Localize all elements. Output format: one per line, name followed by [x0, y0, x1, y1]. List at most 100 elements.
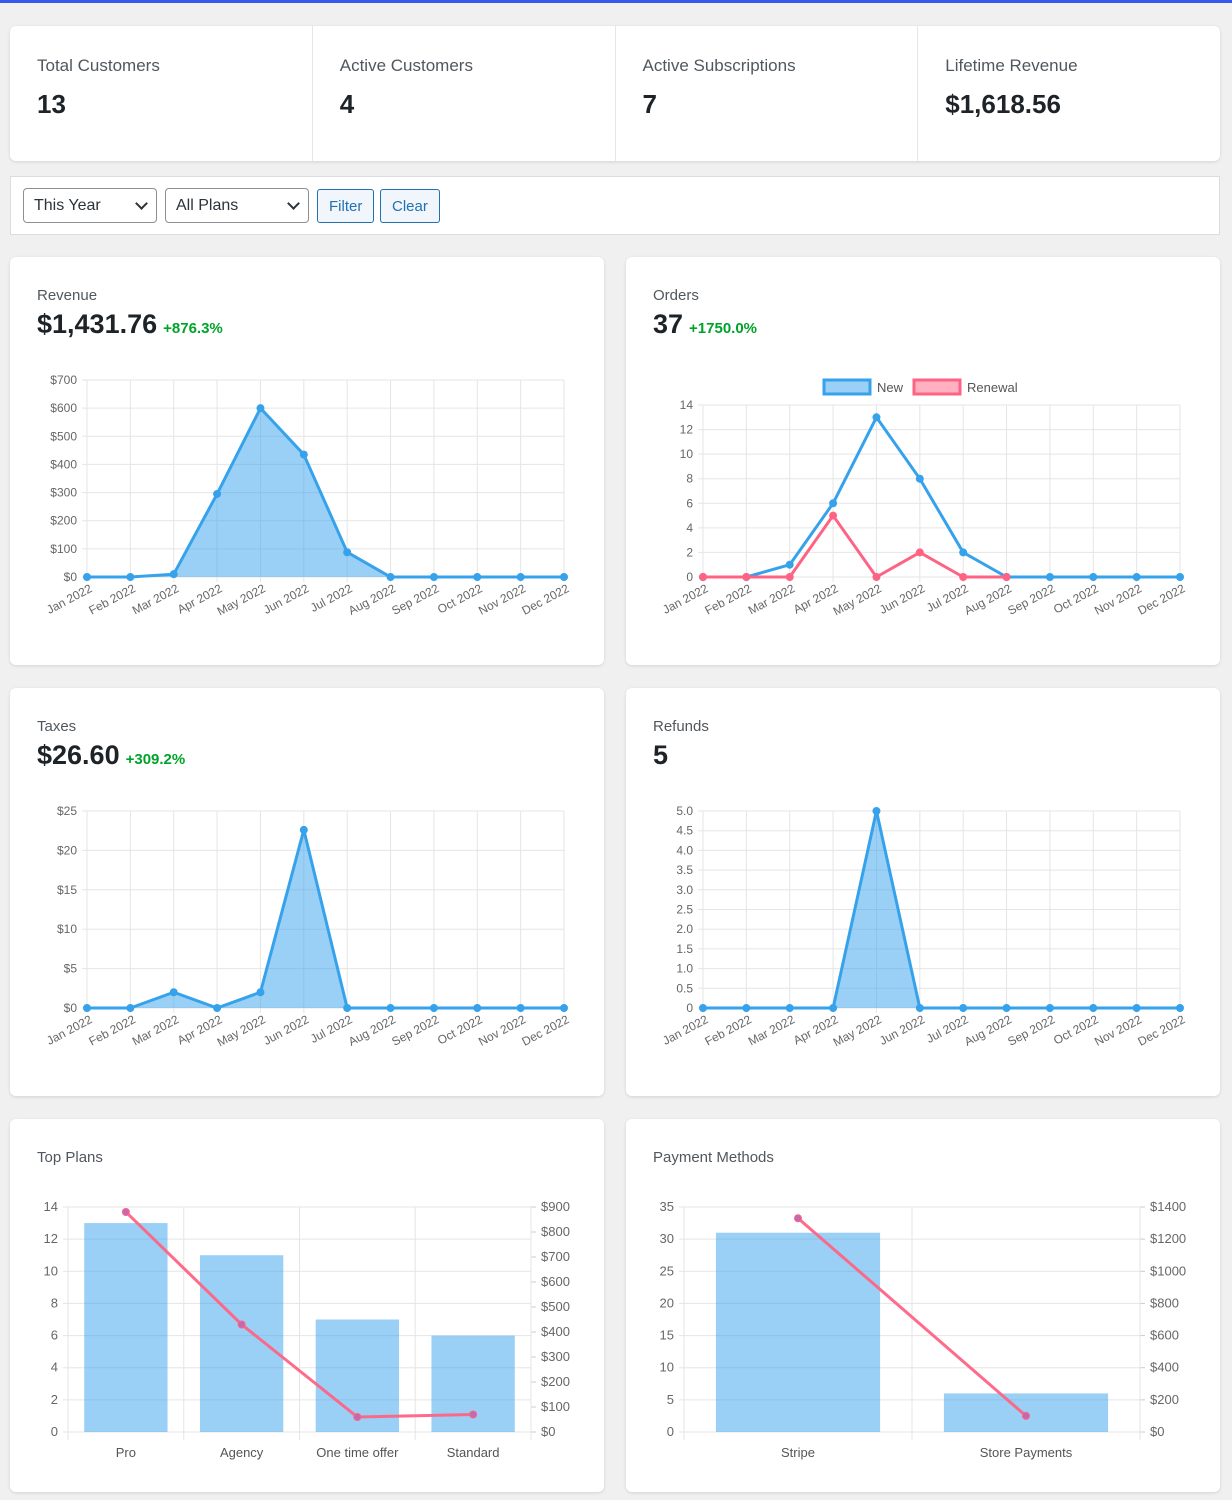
y-tick-label: 35: [660, 1199, 674, 1214]
x-tick-label: Aug 2022: [962, 581, 1014, 618]
payment-methods-card: Payment Methods 0 5 10 15 20 25 30 35 $0 $200 $400…: [626, 1119, 1220, 1492]
x-tick-label: Oct 2022: [435, 1012, 485, 1047]
data-point: [915, 548, 924, 557]
stat-value: $1,618.56: [945, 89, 1061, 119]
x-tick-label: Store Payments: [980, 1445, 1073, 1460]
payment-methods-chart: 0 5 10 15 20 25 30 35 $0 $200 $400 $600 $800 $1000 $12…: [660, 1199, 1187, 1460]
y-tick-label: 4.5: [676, 824, 693, 838]
x-tick-label: Jan 2022: [44, 1012, 94, 1048]
y-tick-label: $500: [50, 429, 77, 443]
x-tick-label: Jan 2022: [660, 581, 710, 617]
y-tick-label: $200: [50, 514, 77, 528]
y-tick-label: $700: [50, 373, 77, 387]
y-tick-label: 30: [660, 1231, 674, 1246]
x-tick-label: Agency: [220, 1445, 264, 1460]
y-tick-label: $5: [64, 962, 78, 976]
y2-tick-label: $600: [541, 1274, 570, 1289]
data-point: [516, 573, 525, 581]
data-point: [785, 573, 794, 581]
y-tick-label: 6: [686, 496, 693, 510]
card-title: Taxes: [37, 718, 77, 735]
y-tick-label: 0: [686, 570, 693, 584]
data-point: [1022, 1411, 1030, 1420]
data-point: [829, 499, 838, 508]
x-tick-label: Dec 2022: [1135, 1012, 1187, 1049]
data-point: [1045, 573, 1054, 581]
x-tick-label: Stripe: [781, 1445, 815, 1460]
y2-tick-label: $400: [541, 1324, 570, 1339]
series-line: [703, 809, 1180, 1010]
data-point: [742, 1004, 751, 1012]
x-tick-label: May 2022: [831, 581, 884, 618]
top-plans-chart: 0 2 4 6 8 10 12 14 $0 $100 $200 $300 $400 $500 $600 $70…: [44, 1199, 570, 1460]
card-title: Orders: [653, 287, 699, 304]
data-point: [429, 573, 438, 581]
x-tick-label: Mar 2022: [746, 581, 798, 617]
x-tick-label: Jan 2022: [44, 581, 94, 617]
stats-summary-card: Total Customers 13 Active Customers 4 Ac…: [10, 26, 1220, 161]
y2-tick-label: $800: [1150, 1295, 1179, 1310]
data-point: [785, 1004, 794, 1012]
stat-label: Active Customers: [339, 56, 473, 75]
x-tick-label: Mar 2022: [130, 1012, 182, 1048]
data-point: [299, 825, 308, 834]
data-point: [915, 474, 924, 483]
y-tick-label: 2: [686, 545, 693, 559]
stat-label: Lifetime Revenue: [945, 56, 1078, 75]
x-tick-label: Jun 2022: [877, 581, 927, 617]
data-point: [699, 573, 707, 581]
data-point: [473, 1004, 482, 1012]
period-select-value: This Year: [34, 197, 101, 214]
y-tick-label: 14: [680, 398, 694, 412]
y2-tick-label: $800: [541, 1224, 570, 1239]
x-tick-label: Feb 2022: [702, 1012, 754, 1048]
data-point: [699, 1004, 707, 1012]
data-point: [959, 1004, 968, 1012]
data-point: [386, 1004, 395, 1012]
x-tick-label: Jun 2022: [877, 1012, 927, 1048]
data-point: [1089, 1004, 1098, 1012]
x-tick-label: May 2022: [215, 1012, 268, 1049]
stat-label: Active Subscriptions: [642, 56, 796, 75]
y-tick-label: 4: [51, 1360, 58, 1375]
x-tick-label: May 2022: [831, 1012, 884, 1049]
filter-button[interactable]: Filter: [317, 189, 375, 223]
data-point: [126, 1004, 135, 1012]
data-point: [959, 573, 968, 581]
card-value: $1,431.76 +876.3%: [37, 309, 223, 340]
data-point: [1176, 1004, 1184, 1012]
plan-select[interactable]: All Plans: [165, 188, 309, 223]
revenue-chart: $0 $100 $200 $300 $400 $500 $600 $700 Jan 2022Fe…: [44, 373, 571, 618]
card-value: 37 +1750.0%: [653, 309, 757, 340]
x-tick-label: Standard: [447, 1445, 500, 1460]
y-tick-label: 6: [51, 1328, 58, 1343]
data-point: [1045, 1004, 1054, 1012]
y2-tick-label: $900: [541, 1199, 570, 1214]
taxes-total: $26.60: [37, 740, 120, 770]
data-point: [386, 573, 395, 581]
x-tick-label: Nov 2022: [476, 581, 528, 618]
stat-value: 4: [339, 89, 355, 119]
taxes-card: Taxes $26.60 +309.2% $0 $5 $10 $15 $20 $25 Jan …: [10, 688, 604, 1096]
y-tick-label: 4.0: [676, 843, 693, 857]
area-fill: [87, 829, 564, 1008]
data-point: [299, 450, 308, 459]
x-tick-label: Sep 2022: [1005, 581, 1057, 618]
data-point: [1002, 573, 1011, 581]
data-point: [915, 1004, 924, 1012]
y-tick-label: 0.5: [676, 981, 693, 995]
card-title: Payment Methods: [653, 1149, 774, 1166]
area-fill: [87, 408, 564, 577]
orders-card: Orders 37 +1750.0% 0 2 4 6 8 10 12 14 Jan 2022 Feb…: [626, 257, 1220, 665]
y-tick-label: 14: [44, 1199, 58, 1214]
y-tick-label: 0: [667, 1424, 674, 1439]
period-select[interactable]: This Year: [23, 188, 157, 223]
y-tick-label: 3.5: [676, 863, 693, 877]
refunds-total: 5: [653, 740, 669, 770]
y2-tick-label: $200: [541, 1374, 570, 1389]
chevron-down-icon: [287, 197, 300, 210]
stat-active-customers: Active Customers 4: [313, 26, 616, 161]
y-tick-label: 0: [51, 1424, 58, 1439]
clear-button[interactable]: Clear: [380, 189, 440, 223]
data-point: [343, 1004, 352, 1012]
